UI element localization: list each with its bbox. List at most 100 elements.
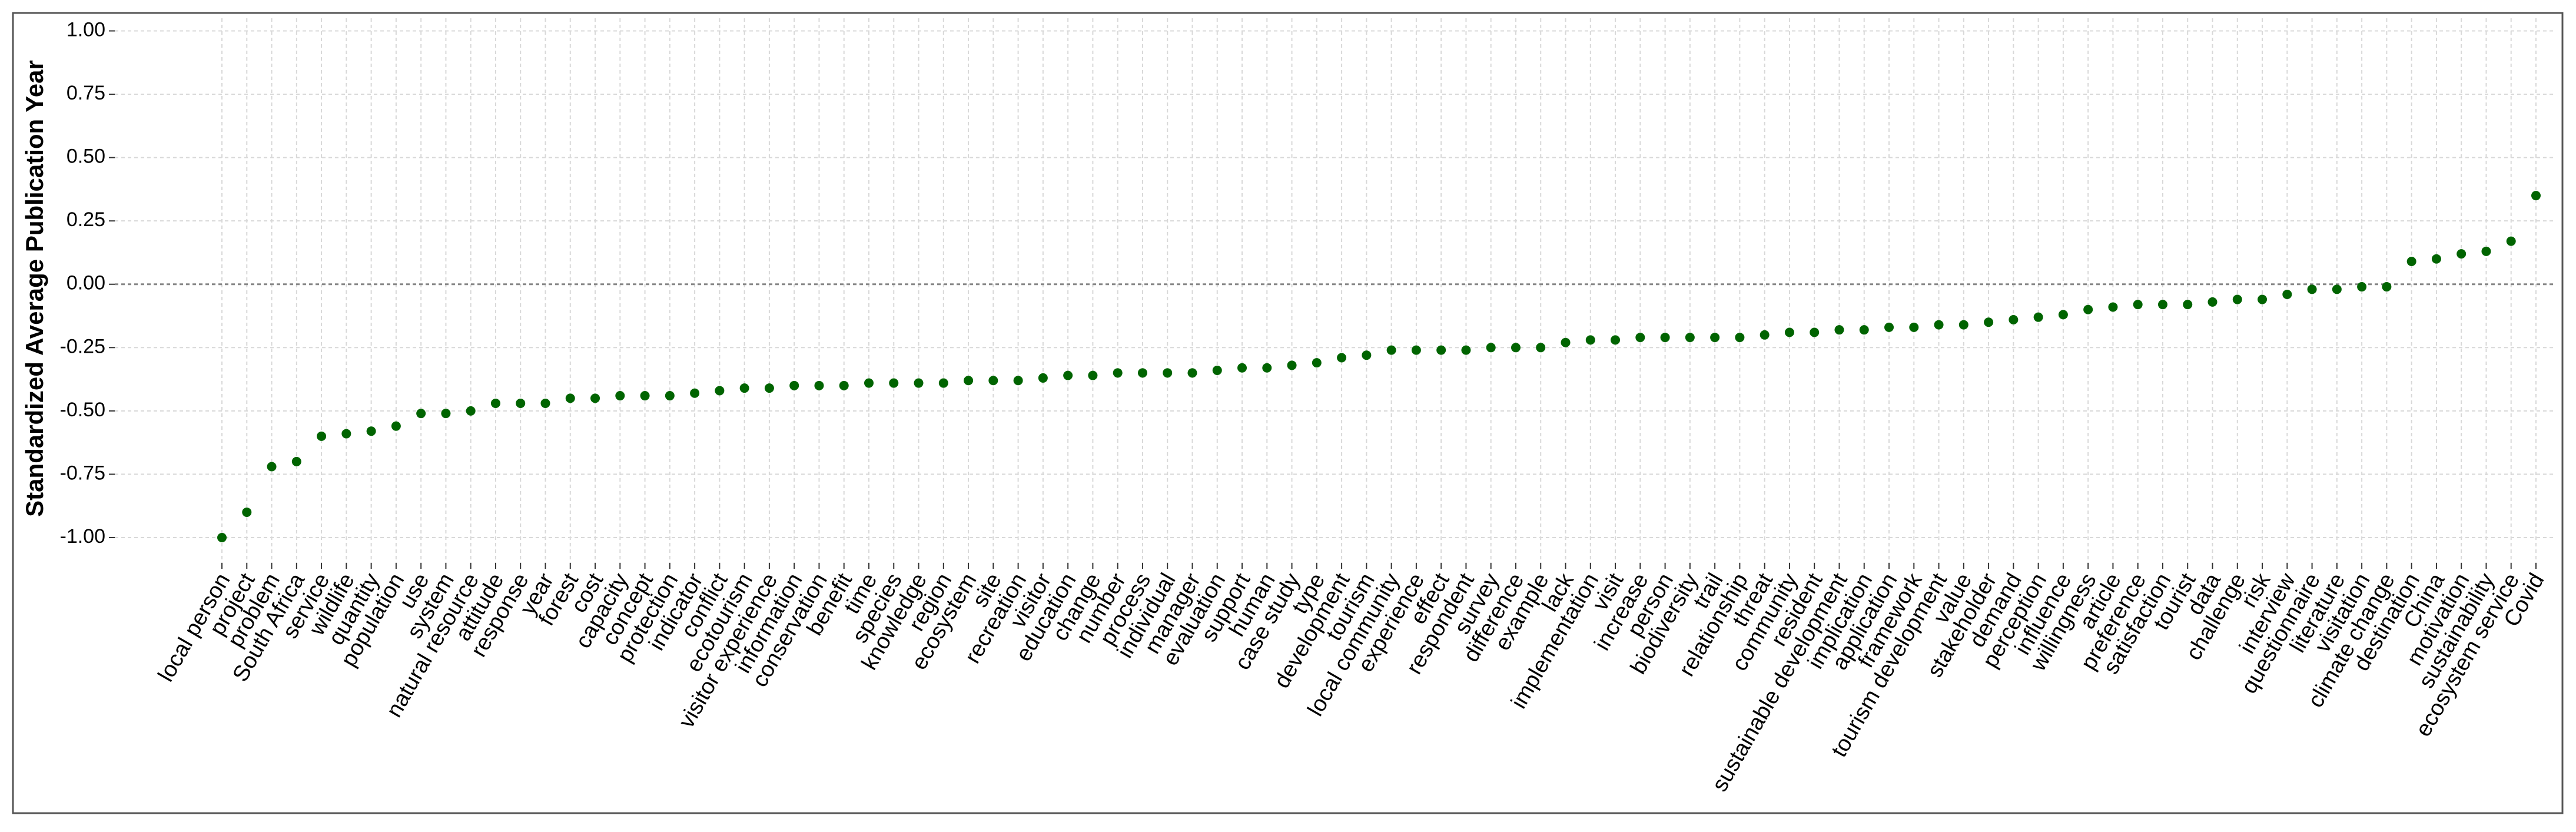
dot (291, 456, 301, 466)
y-tick-label: -0.75 (60, 462, 106, 484)
dot (839, 380, 849, 390)
dot (1362, 350, 1372, 360)
dot (2282, 289, 2292, 299)
dot (1760, 330, 1770, 340)
dot (1810, 327, 1820, 337)
dot (1013, 376, 1023, 386)
dot (1113, 368, 1123, 378)
dot (2382, 282, 2392, 292)
dot (814, 380, 824, 390)
y-tick-label: 0.25 (67, 208, 105, 231)
dot (490, 398, 500, 408)
dot (2157, 300, 2167, 310)
dot (988, 376, 998, 386)
dot (1386, 345, 1396, 355)
y-tick-label: 1.00 (67, 18, 105, 41)
dot (1859, 325, 1869, 335)
y-tick-label: 0.50 (67, 145, 105, 168)
dot (789, 380, 799, 390)
y-tick-label: 0.75 (67, 82, 105, 104)
dot (2357, 282, 2367, 292)
dot (938, 378, 948, 388)
dot (1486, 343, 1496, 353)
y-tick-label: 0.00 (67, 272, 105, 294)
dot (341, 429, 351, 439)
dot (690, 388, 700, 398)
dot (416, 409, 426, 419)
dot (1461, 345, 1471, 355)
dot (1635, 333, 1645, 343)
dot (441, 409, 451, 419)
y-tick-label: -1.00 (60, 525, 106, 548)
dot (1038, 373, 1048, 383)
y-axis-label: Standardized Average Publication Year (21, 60, 48, 517)
dot (2232, 294, 2242, 304)
dot (1262, 363, 1272, 373)
dot (665, 391, 675, 401)
dot (317, 431, 327, 441)
dot (1958, 320, 1968, 330)
dot (2332, 284, 2342, 294)
dot (2009, 314, 2019, 324)
dot (2531, 191, 2541, 201)
dot (764, 383, 774, 393)
dot (2457, 249, 2467, 259)
dot (739, 383, 749, 393)
y-tick-label: -0.50 (60, 399, 106, 421)
dot (1163, 368, 1173, 378)
dot (267, 462, 277, 472)
dot (2133, 300, 2143, 310)
dot (1063, 370, 1073, 380)
dot (242, 507, 252, 517)
dot (2207, 297, 2218, 307)
dot (1784, 327, 1794, 337)
dot (1585, 335, 1595, 345)
dot (2083, 304, 2093, 314)
dot (1735, 333, 1745, 343)
dot (2183, 300, 2193, 310)
dot (1436, 345, 1446, 355)
dot (516, 398, 526, 408)
dot (2108, 302, 2118, 312)
dot (2406, 257, 2416, 267)
dot (640, 391, 650, 401)
dot (964, 376, 974, 386)
dot (466, 406, 476, 416)
dot (1710, 333, 1720, 343)
dot (2033, 312, 2043, 322)
dot (2058, 310, 2068, 320)
dot (1611, 335, 1621, 345)
dot (1212, 366, 1222, 376)
frame (12, 12, 2564, 814)
dot (1660, 333, 1670, 343)
dot (1511, 343, 1521, 353)
dot (1137, 368, 1147, 378)
dot (1536, 343, 1546, 353)
dot (1287, 360, 1297, 370)
dot (1337, 353, 1347, 363)
dot (391, 421, 401, 431)
dot (2506, 236, 2516, 246)
dot (1984, 317, 1994, 327)
dot (715, 386, 725, 396)
dot (217, 532, 227, 542)
dot (565, 393, 575, 403)
dot (1884, 322, 1894, 332)
dot (2307, 284, 2317, 294)
dot (1834, 325, 1844, 335)
y-tick-label: -0.25 (60, 335, 106, 357)
dot (1088, 370, 1098, 380)
dot (2481, 246, 2491, 256)
dot (1187, 368, 1197, 378)
dot (1237, 363, 1247, 373)
dot (889, 378, 899, 388)
dot (1934, 320, 1944, 330)
dot (366, 426, 376, 436)
dot (1561, 337, 1571, 347)
dot (540, 398, 550, 408)
dot (1909, 322, 1919, 332)
dot (590, 393, 600, 403)
dot (914, 378, 924, 388)
dot (1411, 345, 1421, 355)
dot (1312, 358, 1322, 368)
